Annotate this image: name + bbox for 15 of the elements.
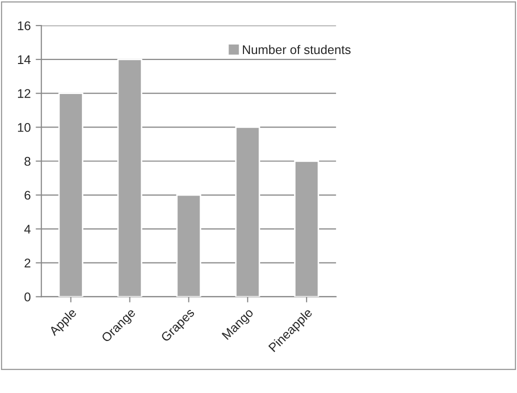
- bar: [58, 92, 84, 297]
- y-tick-label: 0: [24, 292, 30, 302]
- y-tick-label: 6: [24, 190, 30, 200]
- y-tick-label: 16: [18, 21, 30, 30]
- bar: [176, 194, 202, 297]
- y-tick-label: 14: [18, 55, 31, 64]
- y-tick-label: 8: [24, 156, 30, 166]
- bar: [117, 58, 142, 297]
- bar: [235, 126, 260, 297]
- y-tick-label: 12: [18, 89, 30, 98]
- bar: [294, 160, 320, 297]
- y-tick-label: 2: [24, 258, 30, 268]
- y-tick-label: 4: [24, 224, 31, 234]
- legend-label: Number of students: [242, 44, 351, 54]
- y-tick-label: 10: [18, 123, 30, 132]
